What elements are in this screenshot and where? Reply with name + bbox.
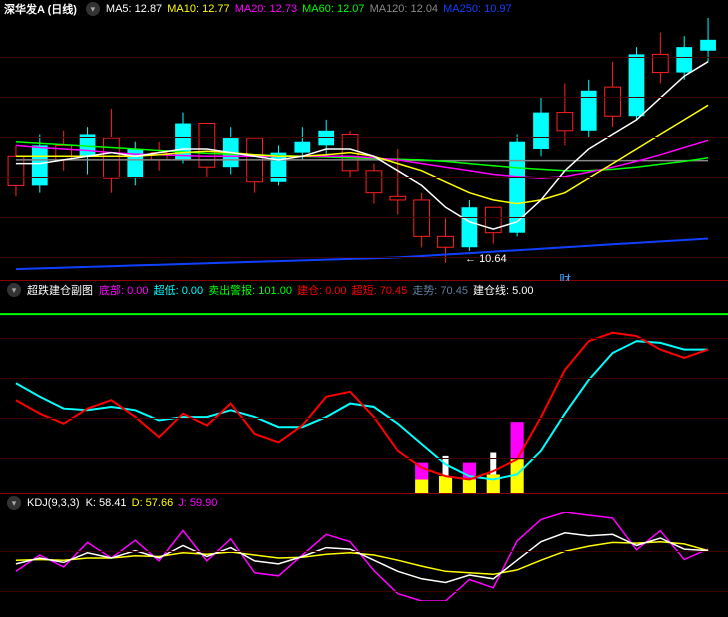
indicator-label: 超低: 0.00 <box>154 285 204 297</box>
indicator-label: 超短: 70.45 <box>352 285 408 297</box>
main-price-panel: 深华发A (日线) ▾ MA5: 12.87 MA10: 12.77 MA20:… <box>0 0 728 281</box>
sub-indicator-panel: ▾ 超跌建仓副图 底部: 0.00 超低: 0.00 卖出警报: 101.00 … <box>0 281 728 494</box>
indicator-label: MA120: 12.04 <box>370 3 439 15</box>
indicator-label: D: 57.66 <box>132 497 174 509</box>
indicator-label: MA60: 12.07 <box>302 3 364 15</box>
toggle-icon[interactable]: ▾ <box>7 283 21 297</box>
kdj-chart-area[interactable] <box>0 512 728 601</box>
indicator-label: K: 58.41 <box>86 497 127 509</box>
main-header: 深华发A (日线) ▾ MA5: 12.87 MA10: 12.77 MA20:… <box>0 0 728 18</box>
indicator-label: 建仓线: 5.00 <box>473 285 534 297</box>
toggle-icon[interactable]: ▾ <box>7 496 21 510</box>
price-annotation: ← 10.64 <box>465 253 507 265</box>
kdj-header: ▾ KDJ(9,3,3) K: 58.41 D: 57.66 J: 59.90 <box>0 494 728 512</box>
kdj-title: KDJ(9,3,3) <box>27 497 80 509</box>
kdj-panel: ▾ KDJ(9,3,3) K: 58.41 D: 57.66 J: 59.90 <box>0 494 728 601</box>
sub-chart-area[interactable] <box>0 299 728 493</box>
indicator-label: 建仓: 0.00 <box>297 285 347 297</box>
indicator-label: 卖出警报: 101.00 <box>208 285 292 297</box>
indicator-label: 底部: 0.00 <box>99 285 149 297</box>
indicator-label: MA5: 12.87 <box>106 3 162 15</box>
sub-title: 超跌建仓副图 <box>27 282 93 298</box>
stock-title: 深华发A (日线) <box>4 1 77 17</box>
indicator-label: MA250: 10.97 <box>443 3 512 15</box>
toggle-icon[interactable]: ▾ <box>86 2 100 16</box>
indicator-label: MA10: 12.77 <box>167 3 229 15</box>
sub-header: ▾ 超跌建仓副图 底部: 0.00 超低: 0.00 卖出警报: 101.00 … <box>0 281 728 299</box>
indicator-label: J: 59.90 <box>178 497 217 509</box>
main-chart-area[interactable]: ← 10.64 财 <box>0 18 728 280</box>
indicator-label: MA20: 12.73 <box>235 3 297 15</box>
indicator-label: 走势: 70.45 <box>412 285 468 297</box>
